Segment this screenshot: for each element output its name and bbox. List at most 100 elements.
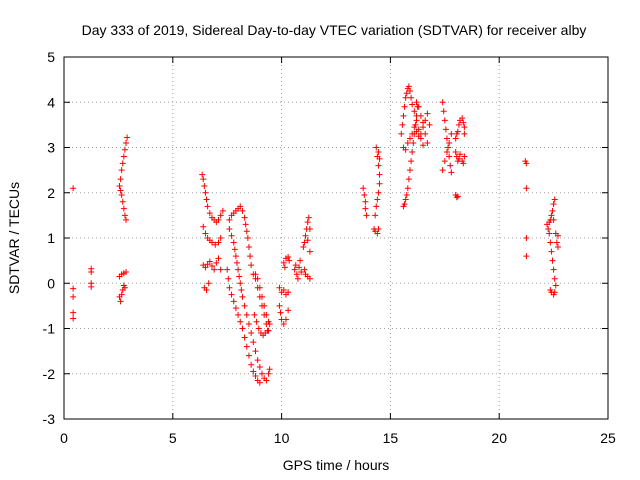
data-point	[554, 244, 561, 251]
data-point	[409, 130, 416, 137]
data-point	[300, 244, 307, 251]
data-point	[282, 316, 289, 323]
data-point	[250, 368, 257, 375]
y-tick-label: -3	[43, 411, 56, 427]
data-point	[403, 90, 410, 97]
y-tick-label: 2	[47, 185, 55, 201]
data-point	[280, 287, 287, 294]
data-point	[285, 307, 292, 314]
data-point	[448, 130, 455, 137]
data-point	[264, 327, 271, 334]
data-point	[120, 205, 127, 212]
y-tick-label: 5	[47, 49, 55, 65]
y-tick-label: 1	[47, 230, 55, 246]
data-point	[120, 153, 127, 160]
data-point	[297, 257, 304, 264]
data-point	[401, 201, 408, 208]
data-point	[217, 235, 224, 241]
data-point	[406, 135, 413, 142]
data-point	[455, 121, 462, 128]
data-point	[411, 124, 418, 131]
data-point	[237, 203, 244, 210]
data-point	[124, 134, 131, 141]
data-point	[376, 155, 383, 162]
data-point	[446, 139, 453, 146]
data-point	[88, 268, 95, 275]
data-point	[523, 253, 530, 260]
data-point	[276, 284, 283, 291]
data-point	[301, 266, 308, 273]
y-tick-label: 4	[47, 94, 55, 110]
data-point	[457, 151, 464, 158]
data-point	[408, 94, 415, 101]
data-point	[202, 230, 209, 237]
data-point	[248, 262, 255, 269]
data-point	[439, 99, 446, 106]
data-point	[363, 212, 370, 219]
data-point	[447, 162, 454, 169]
data-point	[202, 189, 209, 196]
data-point	[417, 112, 424, 119]
data-point	[306, 225, 313, 232]
data-series	[70, 83, 561, 386]
data-point	[117, 176, 124, 183]
data-point	[461, 153, 468, 160]
data-point	[548, 212, 555, 219]
data-point	[413, 99, 420, 106]
data-point	[245, 352, 252, 359]
x-tick-label: 5	[169, 430, 177, 446]
data-point	[211, 266, 218, 273]
data-point	[117, 298, 124, 305]
data-point	[243, 228, 250, 235]
data-point	[441, 117, 448, 124]
data-point	[374, 230, 381, 237]
y-axis-label: SDTVAR / TECUs	[6, 182, 22, 294]
data-point	[202, 264, 209, 271]
data-point	[239, 293, 246, 300]
data-point	[374, 196, 381, 203]
data-point	[206, 258, 213, 265]
data-point	[360, 185, 367, 192]
data-point	[404, 185, 411, 192]
data-point	[285, 289, 292, 296]
data-point	[549, 207, 556, 214]
data-point	[230, 239, 237, 246]
data-point	[292, 262, 299, 269]
y-tick-label: 3	[47, 140, 55, 156]
data-point	[285, 254, 292, 261]
data-point	[375, 162, 382, 169]
data-point	[116, 182, 123, 189]
data-point	[213, 259, 220, 266]
x-tick-label: 20	[491, 430, 507, 446]
data-point	[452, 135, 459, 142]
tick-labels: 0 5 10 15 20 25 -3 -2 -1 0 1 2 3 4 5	[43, 49, 616, 446]
data-point	[208, 263, 215, 270]
data-point	[551, 196, 558, 203]
data-point	[420, 119, 427, 126]
data-point	[550, 201, 557, 208]
data-point	[523, 160, 530, 167]
data-point	[362, 198, 369, 205]
data-point	[554, 232, 561, 239]
data-point	[298, 268, 305, 275]
data-point	[550, 216, 557, 223]
data-point	[121, 284, 128, 291]
data-point	[375, 225, 382, 232]
data-point	[203, 287, 210, 294]
data-point	[225, 275, 232, 282]
data-point	[88, 283, 95, 290]
data-point	[123, 216, 130, 223]
data-point	[362, 205, 369, 212]
data-point	[241, 214, 248, 221]
data-point	[261, 302, 268, 309]
data-point	[305, 214, 312, 221]
data-point	[215, 216, 222, 223]
data-point	[405, 83, 412, 90]
data-point	[400, 112, 407, 119]
data-point	[265, 318, 272, 325]
x-tick-label: 0	[60, 430, 68, 446]
data-point	[453, 194, 460, 201]
data-point	[280, 259, 287, 266]
data-point	[208, 239, 215, 246]
data-point	[291, 266, 298, 273]
